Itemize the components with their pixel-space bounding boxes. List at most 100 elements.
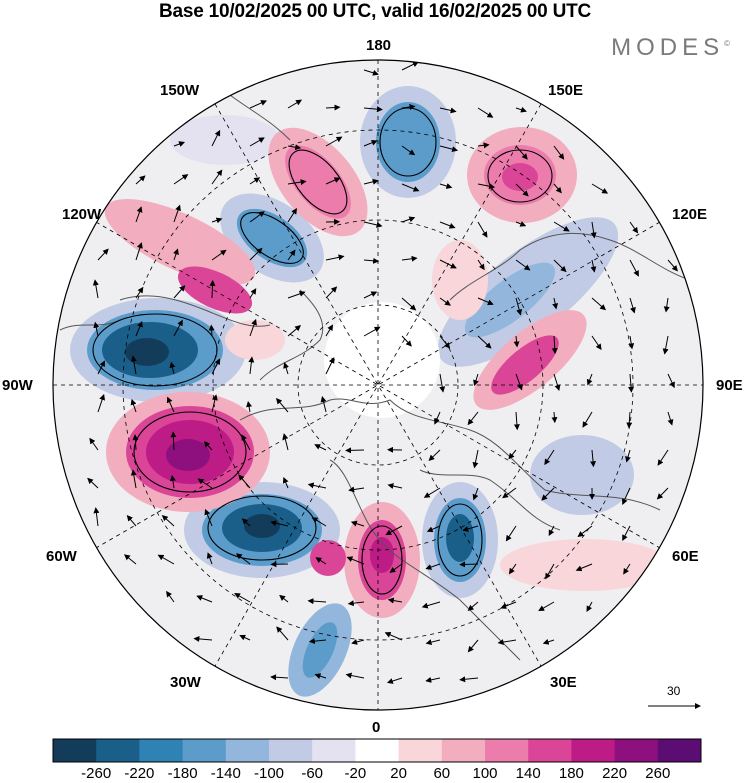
wind-vector xyxy=(93,321,100,337)
wind-vector xyxy=(239,634,251,641)
colorbar-bin xyxy=(269,739,313,762)
wind-vector xyxy=(287,290,306,299)
wind-vector xyxy=(462,525,479,532)
wind-vector xyxy=(401,61,419,71)
wind-vector xyxy=(345,672,365,679)
lon-label-30w: 30W xyxy=(170,674,201,691)
wind-vector xyxy=(472,449,479,469)
wind-vector xyxy=(363,139,378,147)
wind-vector xyxy=(387,597,403,604)
wind-vector xyxy=(241,518,251,527)
wind-vector xyxy=(467,639,479,653)
colorbar-tick-label: 140 xyxy=(515,765,541,782)
wind-vector xyxy=(590,221,597,239)
wind-vector xyxy=(553,373,561,391)
wind-vector xyxy=(423,487,441,498)
wind-vector xyxy=(477,142,490,149)
wind-vector xyxy=(211,129,221,147)
wind-vector xyxy=(235,553,251,565)
wind-vector xyxy=(348,486,365,493)
map-boundary xyxy=(52,59,704,711)
colorbar-bin xyxy=(312,739,356,762)
wind-vector xyxy=(421,601,441,609)
wind-vector xyxy=(325,286,338,299)
wind-vector xyxy=(166,396,175,413)
wind-vector xyxy=(282,477,289,489)
colorbar-bin xyxy=(398,739,443,762)
wind-vector xyxy=(401,335,412,347)
colorbar-tick-label: 220 xyxy=(602,765,628,782)
wind-vector xyxy=(386,677,403,684)
wind-vector xyxy=(315,557,327,565)
wind-vector xyxy=(249,318,257,337)
wind-vector xyxy=(513,411,520,431)
wind-vector xyxy=(497,639,517,646)
lon-label-180: 180 xyxy=(366,37,392,54)
wind-vector xyxy=(97,360,105,375)
wind-vector xyxy=(347,600,365,607)
wind-vector xyxy=(89,437,99,451)
wind-vector xyxy=(582,411,593,428)
wind-vector xyxy=(363,291,378,299)
lon-label-120w: 120W xyxy=(62,206,102,223)
wind-vector xyxy=(279,594,289,603)
wind-vector xyxy=(477,259,485,271)
wind-vector xyxy=(513,335,520,348)
wind-vector xyxy=(459,676,479,683)
wind-vector xyxy=(169,361,176,375)
wind-vector xyxy=(126,515,137,527)
wind-vector xyxy=(270,520,289,527)
wind-vector xyxy=(161,514,175,527)
wind-vector xyxy=(314,673,327,679)
wind-vector xyxy=(287,179,307,186)
wind-vector xyxy=(135,286,144,299)
wind-vector xyxy=(351,639,365,645)
wind-vector xyxy=(553,183,562,194)
colorbar-bin xyxy=(355,739,400,762)
wind-vector xyxy=(473,373,479,387)
wind-vector xyxy=(385,525,403,536)
wind-vector xyxy=(97,248,109,261)
wind-vector xyxy=(656,487,669,500)
wind-vector xyxy=(196,595,213,603)
wind-vector xyxy=(314,444,327,451)
wind-vector xyxy=(363,106,383,113)
wind-vector xyxy=(591,297,607,311)
wind-vector xyxy=(439,221,456,229)
wind-vector xyxy=(173,248,179,261)
wind-vector xyxy=(389,563,403,573)
wind-vector xyxy=(387,483,403,490)
wind-vector xyxy=(203,441,213,451)
wind-vector xyxy=(622,487,631,506)
wind-vector xyxy=(586,601,593,612)
wind-vector xyxy=(575,563,593,572)
wind-vector xyxy=(208,324,215,337)
wind-vector xyxy=(350,520,365,527)
wind-vector xyxy=(439,335,451,349)
wind-vector xyxy=(439,145,459,153)
lon-label-60e: 60E xyxy=(672,548,699,565)
wind-vector xyxy=(552,297,559,310)
wind-vector xyxy=(173,204,181,223)
wind-vector xyxy=(173,174,189,185)
wind-vector xyxy=(544,449,555,466)
wind-vector xyxy=(87,477,99,489)
wind-vector xyxy=(249,288,257,299)
colorbar-bin xyxy=(182,739,227,762)
wind-vectors xyxy=(87,61,678,684)
wind-vector xyxy=(577,525,593,538)
wind-vector xyxy=(170,431,177,451)
wind-vector xyxy=(363,69,379,76)
wind-vector xyxy=(124,554,137,565)
wind-vector xyxy=(538,601,555,612)
wind-vector xyxy=(472,487,479,501)
wind-vector xyxy=(467,411,479,426)
wind-vector xyxy=(508,563,517,575)
wind-vector xyxy=(591,335,602,351)
wind-vector xyxy=(515,221,527,227)
wind-vector xyxy=(363,257,380,264)
wind-vector xyxy=(477,183,496,190)
wind-vector xyxy=(477,335,492,349)
wind-vector xyxy=(515,106,527,113)
